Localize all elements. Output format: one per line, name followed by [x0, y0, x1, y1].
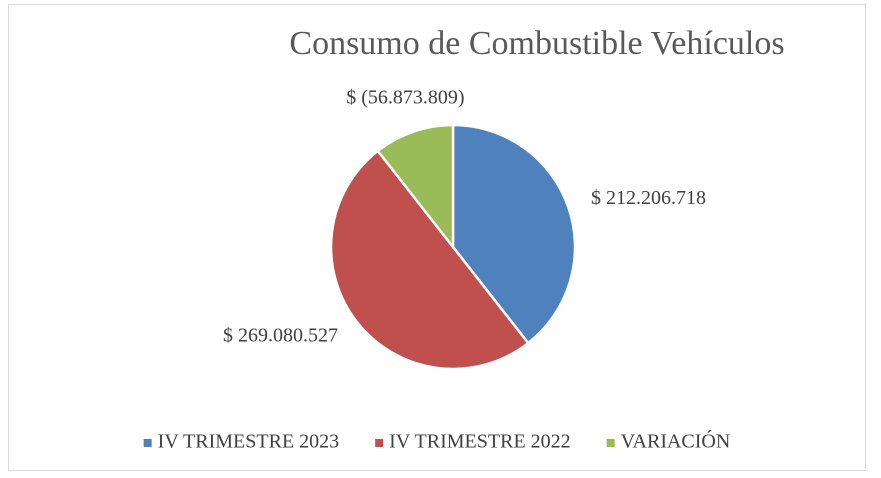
legend-swatch: [143, 439, 152, 447]
legend-swatch: [606, 439, 615, 447]
data-label: $ (56.873.809): [346, 87, 464, 109]
pie-slice: [329, 149, 530, 371]
legend-label: IV TRIMESTRE 2022: [389, 431, 571, 453]
data-label: $ 212.206.718: [591, 187, 706, 209]
pie-slice: [451, 123, 577, 345]
legend-label: IV TRIMESTRE 2023: [158, 431, 340, 453]
chart-title: Consumo de Combustible Vehículos: [289, 25, 784, 62]
legend-label: VARIACIÓN: [621, 429, 731, 453]
data-label: $ 269.080.527: [223, 325, 338, 347]
legend-swatch: [375, 439, 384, 447]
pie-slice: [376, 123, 455, 251]
